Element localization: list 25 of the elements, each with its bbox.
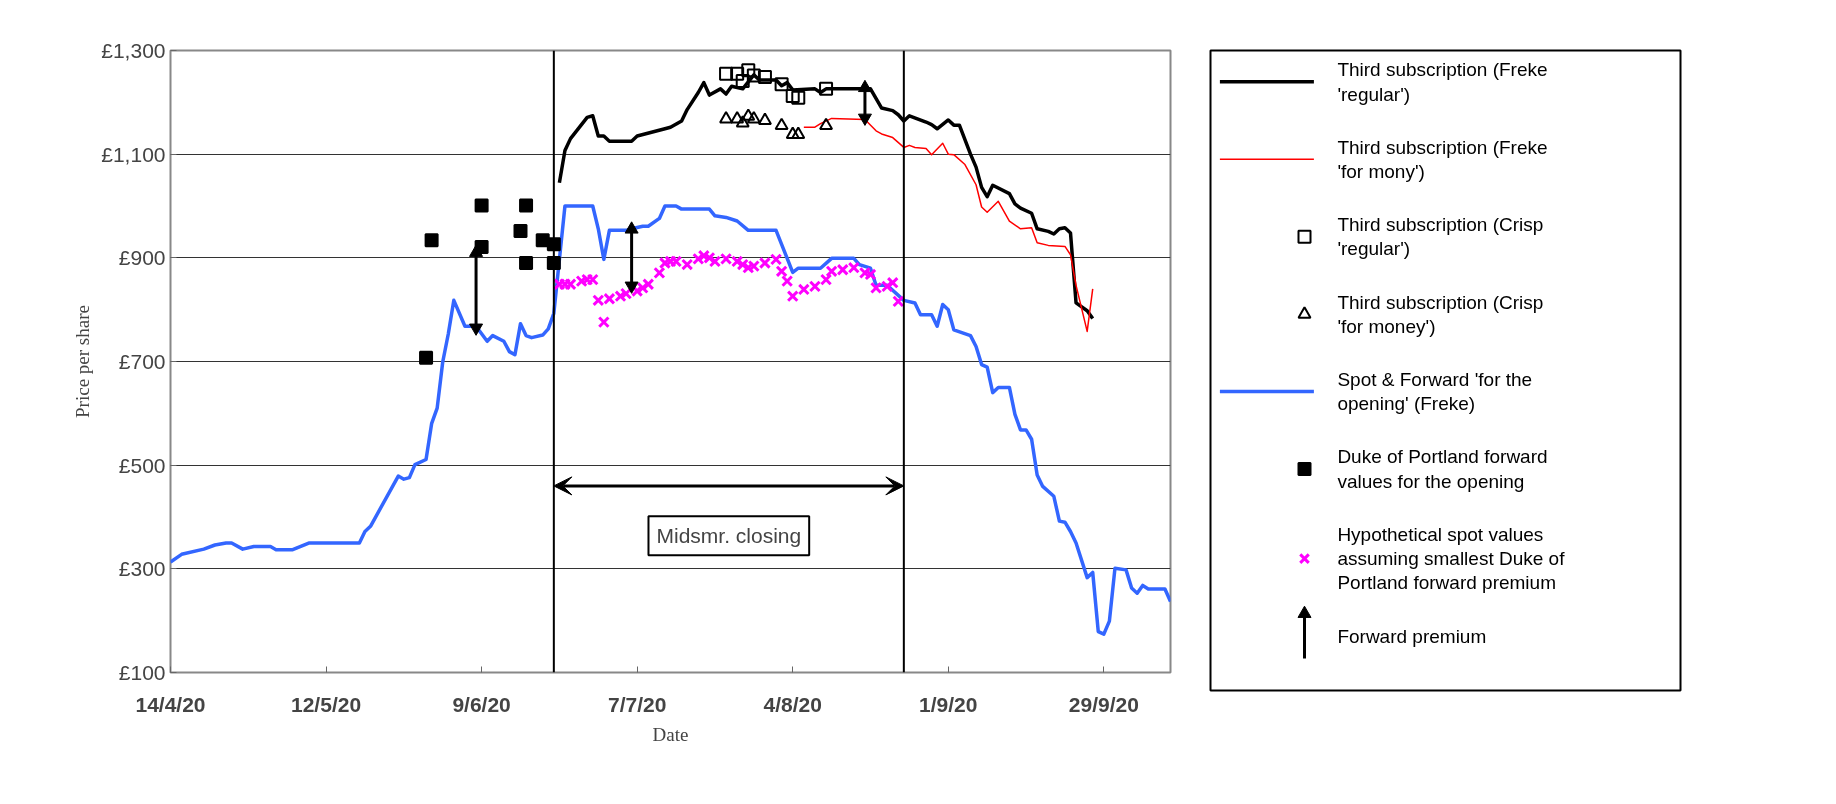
legend-label: Hypothetical spot values assuming smallest Duke of Portland forward premium (1337, 523, 1566, 594)
legend-label: Third subscription (Crisp 'for money') (1337, 291, 1544, 337)
legend-label: Third subscription (Freke 'for mony') (1337, 136, 1548, 182)
legend-label: Third subscription (Freke 'regular') (1337, 59, 1548, 105)
legend-label: Spot & Forward 'for the opening' (Freke) (1337, 368, 1533, 415)
legend-label: Forward premium (1337, 625, 1487, 647)
x-tick-label: 4/8/20 (763, 692, 822, 716)
x-tick-label: 9/6/20 (452, 692, 511, 716)
y-tick-label: £1,300 (101, 39, 166, 62)
y-tick-label: £500 (118, 453, 166, 477)
y-tick-label: £900 (118, 246, 166, 270)
x-axis-title: Date (652, 723, 689, 745)
y-tick-label: £1,100 (101, 142, 166, 166)
legend-label: Third subscription (Crisp 'regular') (1337, 214, 1544, 260)
x-tick-label: 7/7/20 (607, 692, 667, 716)
y-tick-label: £100 (118, 661, 166, 684)
x-tick-label: 1/9/20 (919, 692, 978, 716)
legend-label: Duke of Portland forward values for the opening (1337, 446, 1548, 492)
y-axis-title: Price per share (72, 305, 94, 418)
x-tick-label: 29/9/20 (1068, 692, 1139, 716)
y-tick-label: £300 (118, 557, 166, 581)
x-tick-label: 14/4/20 (135, 692, 206, 716)
x-tick-label: 12/5/20 (291, 692, 362, 716)
y-tick-label: £700 (118, 350, 166, 373)
annotation: Midsmr. closing (656, 524, 802, 548)
